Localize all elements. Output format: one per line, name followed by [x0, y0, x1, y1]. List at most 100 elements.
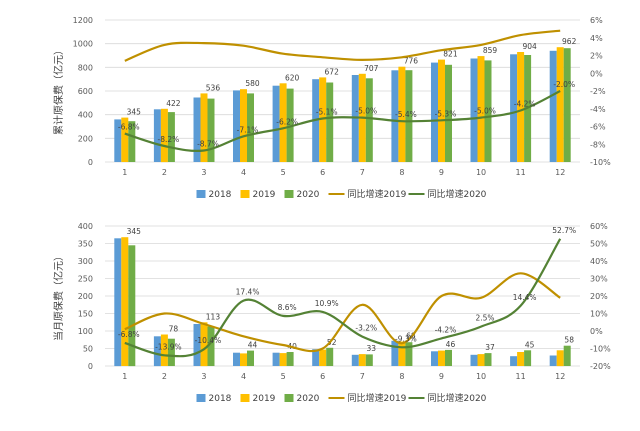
bar-2018	[153, 336, 161, 367]
growth-value-label: -5.0%	[474, 107, 496, 116]
y-tick-label: 150	[78, 310, 93, 319]
bar-2018	[114, 119, 122, 162]
x-tick-label: 11	[516, 372, 526, 381]
bar-2019	[319, 77, 327, 162]
legend-label: 2019	[253, 190, 276, 200]
bar-value-label: 33	[367, 344, 377, 353]
y2-tick-label: 4%	[590, 34, 603, 43]
bar-2019	[477, 354, 485, 366]
bar-2019	[556, 350, 564, 367]
bar-value-label: 620	[285, 73, 300, 82]
bar-2018	[312, 349, 320, 366]
bar-2018	[431, 351, 438, 366]
x-tick-label: 6	[320, 372, 325, 381]
bar-value-label: 672	[325, 67, 340, 76]
y-tick-label: 600	[78, 87, 93, 96]
bar-value-label: 46	[446, 340, 456, 349]
bar-2018	[391, 340, 399, 366]
bar-2018	[549, 355, 557, 366]
x-tick-label: 8	[399, 168, 404, 177]
x-tick-label: 3	[201, 168, 206, 177]
legend-swatch	[196, 394, 206, 402]
bar-2019	[438, 59, 445, 162]
cumulative-premium-chart: 累计原保费（亿元） 0 200 400 600 800 1000 1200 6% 4% 2% 0% -…	[52, 16, 611, 200]
legend-swatch	[240, 190, 250, 198]
legend-label: 2020	[297, 190, 320, 200]
growth-value-label: -13.9%	[155, 342, 182, 351]
bar-2019	[160, 334, 168, 366]
bar-value-label: 580	[245, 79, 260, 88]
bar-2019	[279, 353, 287, 366]
bar-2020	[365, 78, 373, 162]
y-tick-label: 400	[78, 111, 93, 120]
bar-value-label: 345	[127, 227, 142, 236]
bar-value-label: 37	[485, 343, 495, 352]
growth-value-label: 2.5%	[476, 314, 495, 323]
growth-value-label: -5.4%	[395, 110, 417, 119]
growth-value-label: 17.4%	[236, 288, 260, 297]
bar-value-label: 707	[364, 64, 379, 73]
growth-value-label: -7.1%	[237, 125, 259, 134]
bar-2018	[272, 85, 280, 162]
x-tick-label: 5	[281, 372, 286, 381]
legend-label: 同比增速2020	[428, 392, 487, 404]
x-tick-label: 6	[320, 168, 325, 177]
bar-2020	[326, 347, 334, 366]
y2-tick-label: 0%	[590, 69, 603, 78]
bar-value-label: 422	[166, 99, 181, 108]
growth-value-label: 14.4%	[513, 293, 537, 302]
growth-value-label: -8.2%	[157, 135, 179, 144]
bar-2019	[556, 47, 564, 163]
x-tick-label: 2	[162, 372, 167, 381]
growth-value-label: -5.1%	[316, 108, 338, 117]
y-tick-label: 400	[78, 222, 93, 231]
x-tick-label: 7	[360, 372, 365, 381]
growth-value-label: -6.2%	[276, 117, 298, 126]
bar-value-label: 345	[127, 108, 142, 117]
growth-value-label: -9.3%	[395, 334, 417, 343]
bar-value-label: 821	[443, 50, 458, 59]
growth-value-label: -6.8%	[118, 123, 140, 132]
bar-2018	[470, 354, 478, 366]
x-tick-label: 3	[201, 372, 206, 381]
bar-2018	[391, 70, 399, 162]
bar-2020	[563, 48, 571, 163]
bar-value-label: 78	[169, 325, 179, 334]
bar-value-label: 113	[206, 312, 221, 321]
growth-value-label: -5.0%	[355, 107, 377, 116]
x-tick-label: 1	[122, 372, 127, 381]
bar-2019	[200, 322, 208, 367]
bar-value-label: 58	[564, 336, 574, 345]
bar-2020	[207, 98, 215, 162]
growth-value-label: -10.4%	[195, 336, 222, 345]
y-tick-label: 800	[78, 63, 93, 72]
y-tick-label: 200	[78, 292, 93, 301]
bar-2020	[326, 82, 334, 162]
bar-2020	[167, 338, 175, 366]
y-tick-label: 200	[78, 134, 93, 143]
y2-tick-label: 50%	[590, 240, 608, 249]
x-tick-label: 12	[555, 168, 565, 177]
bar-2018	[272, 352, 280, 366]
bar-2018	[193, 324, 201, 366]
y2-tick-label: 20%	[590, 292, 608, 301]
y2-tick-label: 40%	[590, 257, 608, 266]
line-同比增速2020	[124, 90, 561, 152]
line-同比增速2019	[124, 272, 561, 353]
y-tick-label: 250	[78, 275, 93, 284]
legend-label: 2018	[209, 394, 232, 404]
y2-tick-label: 2%	[590, 52, 603, 61]
y2-tick-label: -10%	[590, 158, 611, 167]
bar-2018	[549, 50, 557, 162]
x-tick-label: 9	[439, 168, 444, 177]
bar-2019	[438, 350, 445, 366]
growth-value-label: -4.2%	[514, 100, 536, 109]
y2-tick-label: -8%	[590, 140, 606, 149]
bar-2019	[121, 237, 129, 366]
bar-2019	[121, 117, 129, 162]
bar-value-label: 904	[522, 42, 537, 51]
x-tick-label: 8	[399, 372, 404, 381]
growth-value-label: -4.2%	[435, 325, 457, 334]
bar-value-label: 859	[483, 46, 498, 55]
